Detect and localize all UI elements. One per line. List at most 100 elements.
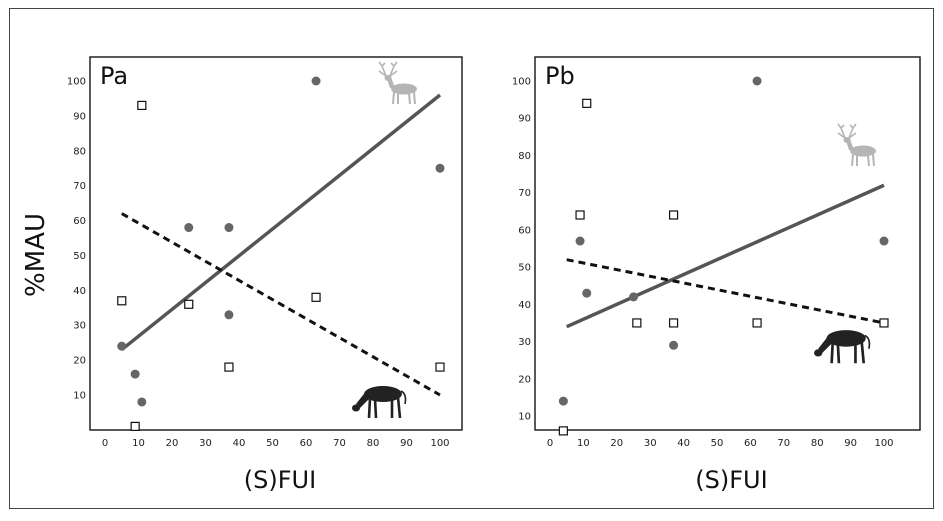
x-tick-label: 10 — [132, 438, 145, 449]
y-ticks-pb: 10 20 30 40 50 60 70 80 90 100 — [512, 77, 531, 423]
y-tick-label: 90 — [73, 111, 86, 122]
y-tick-label: 10 — [518, 412, 531, 423]
x-tick-label: 20 — [610, 438, 623, 449]
x-tick-label: 40 — [233, 438, 246, 449]
data-point-square — [879, 318, 889, 328]
panel-title-pb: Pb — [545, 62, 575, 90]
data-point-circle — [224, 223, 234, 233]
data-point-square — [668, 210, 679, 220]
x-tick-label: 0 — [102, 438, 108, 449]
y-axis-label: %MAU — [21, 213, 51, 297]
trendlines-pb — [565, 183, 885, 329]
y-tick-label: 30 — [73, 321, 86, 332]
x-tick-label: 0 — [547, 438, 553, 449]
zebra-icon — [814, 330, 871, 364]
y-tick-label: 100 — [512, 77, 531, 88]
x-tick-label: 50 — [266, 438, 279, 449]
x-tick-label: 90 — [844, 438, 857, 449]
data-point-square — [632, 318, 642, 328]
x-tick-label: 90 — [400, 438, 413, 449]
y-tick-label: 90 — [518, 114, 531, 125]
x-tick-label: 100 — [874, 438, 893, 449]
data-point-circle — [629, 292, 638, 302]
panel-title-pa: Pa — [100, 62, 128, 90]
y-tick-label: 40 — [518, 300, 531, 311]
deer-icon — [378, 61, 417, 105]
chart-panel-pb: Pb 10 20 30 40 50 60 70 80 90 100 0 10 20 30 40 50 60 70… — [512, 56, 921, 494]
y-tick-label: 70 — [73, 181, 86, 192]
data-point-square — [575, 210, 585, 220]
data-point-square — [752, 318, 762, 328]
data-point-circle — [117, 341, 127, 351]
plot-area-pa — [89, 56, 463, 431]
x-tick-label: 30 — [199, 438, 212, 449]
y-tick-label: 40 — [73, 286, 86, 297]
trendline-dashed — [121, 212, 441, 397]
data-point-circle — [435, 163, 445, 173]
outer-border — [9, 8, 934, 509]
data-point-circle — [137, 397, 147, 407]
x-tick-label: 40 — [677, 438, 690, 449]
points-pb — [558, 76, 889, 436]
x-tick-label: 50 — [711, 438, 724, 449]
data-point-square — [582, 98, 592, 108]
x-tick-label: 20 — [166, 438, 179, 449]
x-tick-label: 60 — [744, 438, 757, 449]
x-ticks-pb: 0 10 20 30 40 50 60 70 80 90 100 — [547, 438, 894, 449]
data-point-square — [668, 318, 679, 328]
data-point-square — [130, 421, 140, 431]
data-point-circle — [752, 76, 762, 86]
y-tick-label: 10 — [73, 391, 86, 402]
x-tick-label: 60 — [300, 438, 313, 449]
y-tick-label: 60 — [518, 225, 531, 236]
y-tick-label: 20 — [518, 374, 531, 385]
deer-icon — [837, 123, 876, 167]
x-axis-label-pa: (S)FUI — [244, 466, 316, 494]
data-point-circle — [582, 288, 592, 298]
y-tick-label: 70 — [518, 188, 531, 199]
data-point-square — [311, 292, 321, 302]
y-tick-label: 80 — [73, 146, 86, 157]
y-tick-label: 50 — [518, 263, 531, 274]
data-point-circle — [224, 310, 234, 320]
trendline-solid — [565, 183, 885, 329]
chart-panel-pa: Pa 10 20 30 40 50 60 70 80 90 100 0 10 20 30 40 50 60 70… — [67, 56, 463, 494]
y-tick-label: 30 — [518, 337, 531, 348]
y-tick-label: 80 — [518, 151, 531, 162]
data-point-square — [224, 362, 234, 372]
data-point-circle — [575, 236, 585, 246]
data-point-circle — [669, 340, 679, 350]
x-tick-label: 70 — [333, 438, 346, 449]
data-point-circle — [558, 396, 568, 406]
points-pa — [117, 76, 445, 431]
data-point-square — [184, 299, 194, 309]
data-point-square — [435, 362, 445, 372]
data-point-circle — [184, 223, 194, 233]
trendline-dashed — [566, 258, 885, 325]
x-tick-label: 70 — [777, 438, 790, 449]
y-tick-label: 100 — [67, 77, 86, 88]
x-tick-label: 10 — [577, 438, 590, 449]
data-point-square — [117, 296, 127, 306]
data-point-circle — [311, 76, 321, 86]
data-point-square — [558, 426, 568, 436]
x-ticks-pa: 0 10 20 30 40 50 60 70 80 90 100 — [102, 438, 450, 449]
y-tick-label: 20 — [73, 356, 86, 367]
x-tick-label: 100 — [430, 438, 449, 449]
trendline-solid — [120, 93, 442, 352]
trendlines-pa — [120, 93, 442, 397]
x-tick-label: 80 — [811, 438, 824, 449]
data-point-square — [137, 100, 147, 111]
x-axis-label-pb: (S)FUI — [695, 466, 767, 494]
y-tick-label: 50 — [73, 251, 86, 262]
y-ticks-pa: 10 20 30 40 50 60 70 80 90 100 — [67, 77, 86, 402]
plot-area-pb — [534, 56, 921, 431]
x-tick-label: 30 — [644, 438, 657, 449]
data-point-circle — [879, 236, 889, 246]
data-point-circle — [130, 369, 140, 379]
y-tick-label: 60 — [73, 216, 86, 227]
x-tick-label: 80 — [367, 438, 380, 449]
zebra-icon — [352, 386, 407, 419]
